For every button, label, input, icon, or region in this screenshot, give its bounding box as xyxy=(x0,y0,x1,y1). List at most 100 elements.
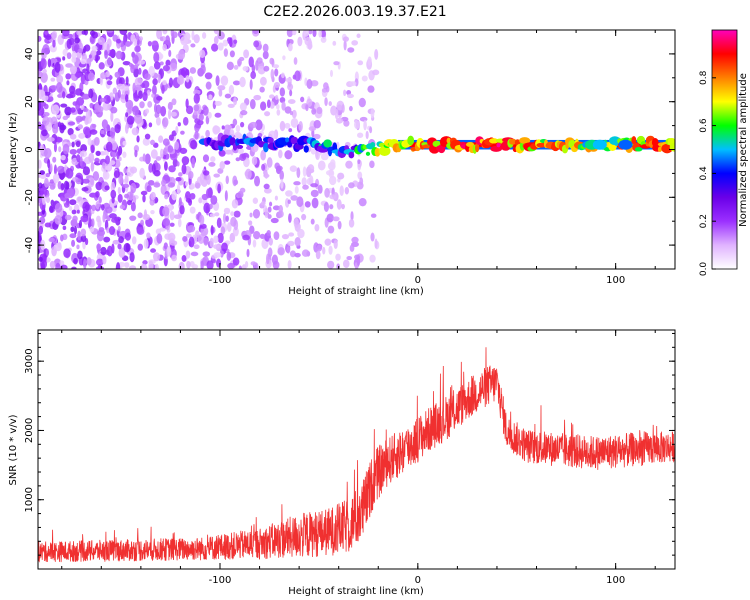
heatmap-cell xyxy=(293,57,298,65)
heatmap-cell xyxy=(101,119,108,129)
heatmap-cell xyxy=(73,225,78,235)
heatmap-cell xyxy=(342,36,349,42)
heatmap-cell xyxy=(185,233,192,238)
heatmap-cell xyxy=(184,181,189,186)
heatmap-cell xyxy=(264,111,271,117)
heatmap-cell xyxy=(41,129,48,137)
heatmap-cell xyxy=(210,195,218,205)
heatmap-cell xyxy=(237,148,245,155)
heatmap-cell xyxy=(114,71,121,78)
heatmap-cell xyxy=(323,139,332,148)
heatmap-cell xyxy=(59,124,67,131)
heatmap-cell xyxy=(178,261,185,269)
heatmap-cell xyxy=(343,119,350,127)
heatmap-cell xyxy=(69,91,76,98)
heatmap-cell xyxy=(193,244,200,250)
heatmap-cell xyxy=(314,223,320,232)
heatmap-cell xyxy=(162,117,169,128)
heatmap-cell xyxy=(106,227,110,234)
heatmap-cell xyxy=(618,139,633,150)
heatmap-cell xyxy=(287,259,292,269)
heatmap-cell xyxy=(306,79,313,89)
heatmap-cell xyxy=(161,84,165,94)
heatmap-cell xyxy=(263,187,272,194)
heatmap-cell xyxy=(286,246,291,254)
heatmap-cell xyxy=(142,91,148,102)
heatmap-cell xyxy=(193,93,200,104)
heatmap-cell xyxy=(110,189,117,199)
heatmap-cell xyxy=(240,121,245,128)
heatmap-cell xyxy=(193,110,198,116)
heatmap-cell xyxy=(349,81,357,87)
heatmap-cell xyxy=(38,100,42,111)
heatmap-cell xyxy=(104,185,110,191)
heatmap-cell xyxy=(117,243,122,250)
heatmap-cell xyxy=(41,194,46,206)
heatmap-cell xyxy=(348,105,353,112)
heatmap-cell xyxy=(45,196,50,203)
heatmap-cell xyxy=(161,179,167,187)
heatmap-cell xyxy=(171,31,178,39)
heatmap-cell xyxy=(293,217,299,229)
heatmap-cell xyxy=(303,30,309,37)
heatmap-cell xyxy=(38,111,42,116)
heatmap-cell xyxy=(80,228,87,237)
heatmap-cell xyxy=(224,124,231,133)
heatmap-cell xyxy=(185,250,191,259)
heatmap-cell xyxy=(279,170,284,181)
heatmap-cell xyxy=(323,201,329,212)
heatmap-cell xyxy=(348,182,355,189)
heatmap-cell xyxy=(40,261,46,269)
heatmap-cell xyxy=(347,47,355,53)
heatmap-cell xyxy=(322,246,326,255)
heatmap-cell xyxy=(140,190,148,196)
heatmap-cell xyxy=(156,233,163,244)
heatmap-cell xyxy=(215,75,220,87)
heatmap-cell xyxy=(162,79,167,86)
heatmap-cell xyxy=(83,45,87,54)
heatmap-cell xyxy=(333,239,338,250)
heatmap-cell xyxy=(140,263,148,269)
heatmap-cell xyxy=(267,137,274,144)
heatmap-cell xyxy=(259,233,266,240)
heatmap-cell xyxy=(87,177,95,188)
heatmap-cell xyxy=(116,150,120,160)
heatmap-cell xyxy=(263,142,269,153)
heatmap-cell xyxy=(266,229,271,237)
heatmap-cell xyxy=(509,138,517,145)
heatmap-cell xyxy=(60,234,64,242)
heatmap-cell xyxy=(300,96,305,103)
heatmap-cell xyxy=(185,98,189,109)
heatmap-cell xyxy=(193,89,201,96)
heatmap-cell xyxy=(74,72,83,78)
heatmap-cell xyxy=(365,151,371,156)
heatmap-cell xyxy=(167,101,173,111)
heatmap-cell xyxy=(123,85,130,91)
heatmap-cell xyxy=(89,129,98,135)
heatmap-cell xyxy=(168,77,174,88)
heatmap-cell xyxy=(306,177,313,186)
heatmap-cell xyxy=(267,247,273,258)
heatmap-cell xyxy=(62,56,66,61)
heatmap-cell xyxy=(47,58,52,68)
heatmap-cell xyxy=(361,75,368,82)
heatmap-cell xyxy=(269,101,275,109)
heatmap-cell xyxy=(158,135,164,143)
heatmap-cell xyxy=(206,174,211,186)
heatmap-cell xyxy=(270,217,279,224)
heatmap-cell xyxy=(55,82,63,93)
heatmap-cell xyxy=(82,201,90,212)
heatmap-cell xyxy=(124,90,129,96)
heatmap-cell xyxy=(151,84,157,96)
heatmap-cell xyxy=(110,106,118,114)
heatmap-cell xyxy=(136,228,145,235)
snr-frame xyxy=(37,329,676,570)
heatmap-cell xyxy=(98,106,104,113)
heatmap-cell xyxy=(110,181,116,192)
heatmap-cell xyxy=(38,35,42,42)
heatmap-cell xyxy=(76,244,80,250)
heatmap-cell xyxy=(136,135,140,143)
heatmap-cell xyxy=(62,143,70,155)
heatmap-cell xyxy=(131,236,137,245)
heatmap-cell xyxy=(124,123,129,134)
